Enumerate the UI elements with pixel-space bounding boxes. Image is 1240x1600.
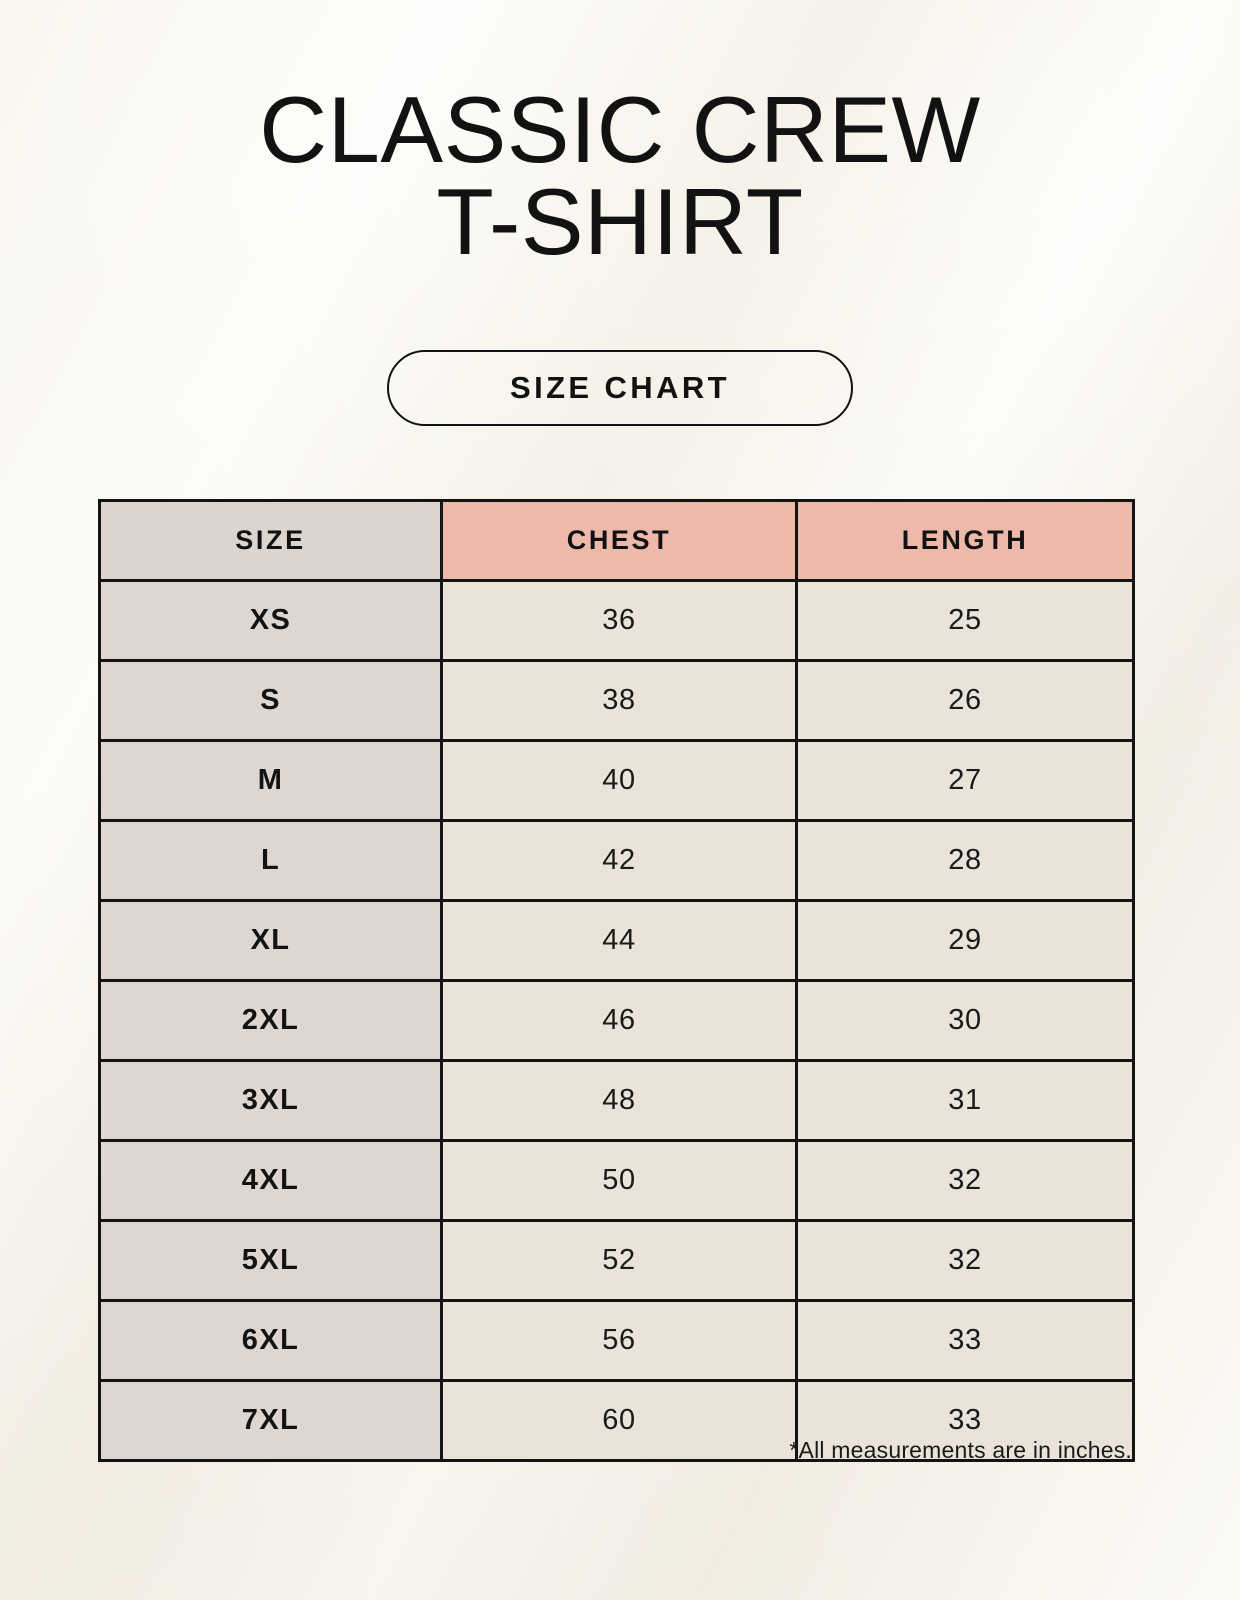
cell-size: L [98, 819, 443, 902]
cell-chest: 38 [440, 659, 798, 742]
table-row: 5XL 52 32 [98, 1219, 1135, 1302]
column-header-length: LENGTH [795, 499, 1135, 582]
table-header-row: SIZE CHEST LENGTH [98, 499, 1135, 582]
table-row: L 42 28 [98, 819, 1135, 902]
page-title: CLASSIC CREW T-SHIRT [259, 77, 981, 275]
cell-length: 30 [795, 979, 1135, 1062]
table-row: 6XL 56 33 [98, 1299, 1135, 1382]
cell-length: 26 [795, 659, 1135, 742]
title-block: CLASSIC CREW T-SHIRT [0, 77, 1240, 275]
column-header-size: SIZE [98, 499, 443, 582]
table-row: 2XL 46 30 [98, 979, 1135, 1062]
cell-size: M [98, 739, 443, 822]
cell-length: 29 [795, 899, 1135, 982]
column-header-chest: CHEST [440, 499, 798, 582]
table-row: XL 44 29 [98, 899, 1135, 982]
cell-size: 6XL [98, 1299, 443, 1382]
cell-length: 33 [795, 1299, 1135, 1382]
table-row: XS 36 25 [98, 579, 1135, 662]
cell-size: 3XL [98, 1059, 443, 1142]
cell-length: 32 [795, 1139, 1135, 1222]
cell-size: 7XL [98, 1379, 443, 1462]
table-head: SIZE CHEST LENGTH [98, 499, 1135, 582]
cell-chest: 50 [440, 1139, 798, 1222]
cell-chest: 36 [440, 579, 798, 662]
cell-chest: 46 [440, 979, 798, 1062]
cell-length: 32 [795, 1219, 1135, 1302]
cell-size: 5XL [98, 1219, 443, 1302]
table-row: S 38 26 [98, 659, 1135, 742]
size-table: SIZE CHEST LENGTH XS 36 25 S 38 26 [98, 499, 1135, 1462]
cell-chest: 40 [440, 739, 798, 822]
cell-chest: 56 [440, 1299, 798, 1382]
badge-row: SIZE CHART [0, 350, 1240, 426]
cell-length: 25 [795, 579, 1135, 662]
cell-length: 31 [795, 1059, 1135, 1142]
table-row: 3XL 48 31 [98, 1059, 1135, 1142]
table-body: XS 36 25 S 38 26 M 40 27 L [98, 579, 1135, 1462]
cell-chest: 60 [440, 1379, 798, 1462]
table-row: M 40 27 [98, 739, 1135, 822]
cell-chest: 52 [440, 1219, 798, 1302]
table-row: 4XL 50 32 [98, 1139, 1135, 1222]
cell-chest: 48 [440, 1059, 798, 1142]
size-chart-badge: SIZE CHART [387, 350, 853, 426]
cell-chest: 44 [440, 899, 798, 982]
cell-size: S [98, 659, 443, 742]
cell-size: 4XL [98, 1139, 443, 1222]
cell-size: XL [98, 899, 443, 982]
cell-length: 28 [795, 819, 1135, 902]
cell-size: 2XL [98, 979, 443, 1062]
measurement-units-footnote: *All measurements are in inches. [789, 1437, 1132, 1463]
cell-size: XS [98, 579, 443, 662]
cell-chest: 42 [440, 819, 798, 902]
size-table-wrap: SIZE CHEST LENGTH XS 36 25 S 38 26 [98, 499, 1135, 1462]
cell-length: 27 [795, 739, 1135, 822]
